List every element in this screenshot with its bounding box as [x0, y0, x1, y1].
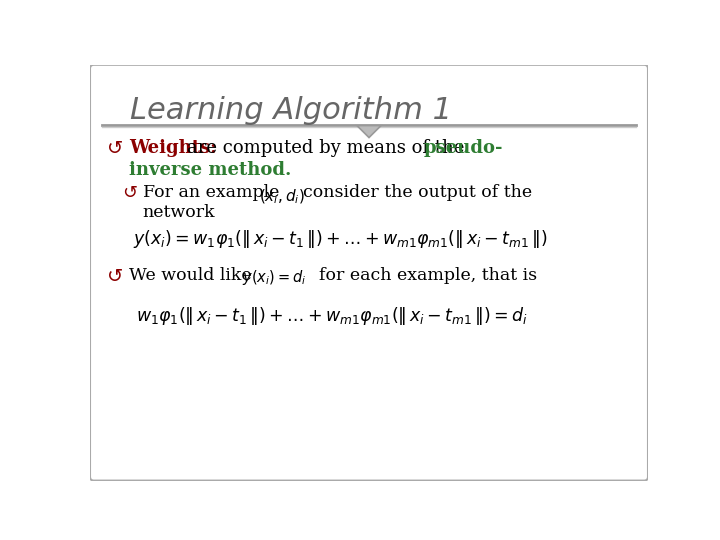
Text: network: network [143, 204, 215, 221]
Text: pseudo-: pseudo- [423, 139, 503, 158]
Text: For an example: For an example [143, 184, 279, 201]
Text: $(x_i,d_i)$: $(x_i,d_i)$ [259, 187, 305, 206]
Text: inverse method.: inverse method. [129, 161, 291, 179]
Text: Weights:: Weights: [129, 139, 217, 158]
Text: Learning Algorithm 1: Learning Algorithm 1 [130, 96, 452, 125]
Text: ↺: ↺ [107, 267, 123, 286]
Polygon shape [359, 126, 379, 137]
Text: for each example, that is: for each example, that is [319, 267, 536, 284]
Polygon shape [355, 125, 383, 139]
Text: ↺: ↺ [122, 184, 138, 202]
Text: $y(x_i) = w_1\varphi_1(\|\, x_i - t_1 \,\|) + \ldots + w_{m1}\varphi_{m1}(\|\, x: $y(x_i) = w_1\varphi_1(\|\, x_i - t_1 \,… [132, 228, 547, 250]
Text: $y(x_i) = d_i$: $y(x_i) = d_i$ [242, 268, 306, 287]
Text: We would like: We would like [129, 267, 251, 284]
Text: $w_1\varphi_1(\|\, x_i - t_1 \,\|) + \ldots + w_{m1}\varphi_{m1}(\|\, x_i - t_{m: $w_1\varphi_1(\|\, x_i - t_1 \,\|) + \ld… [137, 305, 528, 327]
FancyBboxPatch shape [90, 65, 648, 481]
Text: ↺: ↺ [107, 139, 123, 159]
Text: consider the output of the: consider the output of the [303, 184, 532, 201]
Text: are computed by means of the: are computed by means of the [187, 139, 464, 158]
